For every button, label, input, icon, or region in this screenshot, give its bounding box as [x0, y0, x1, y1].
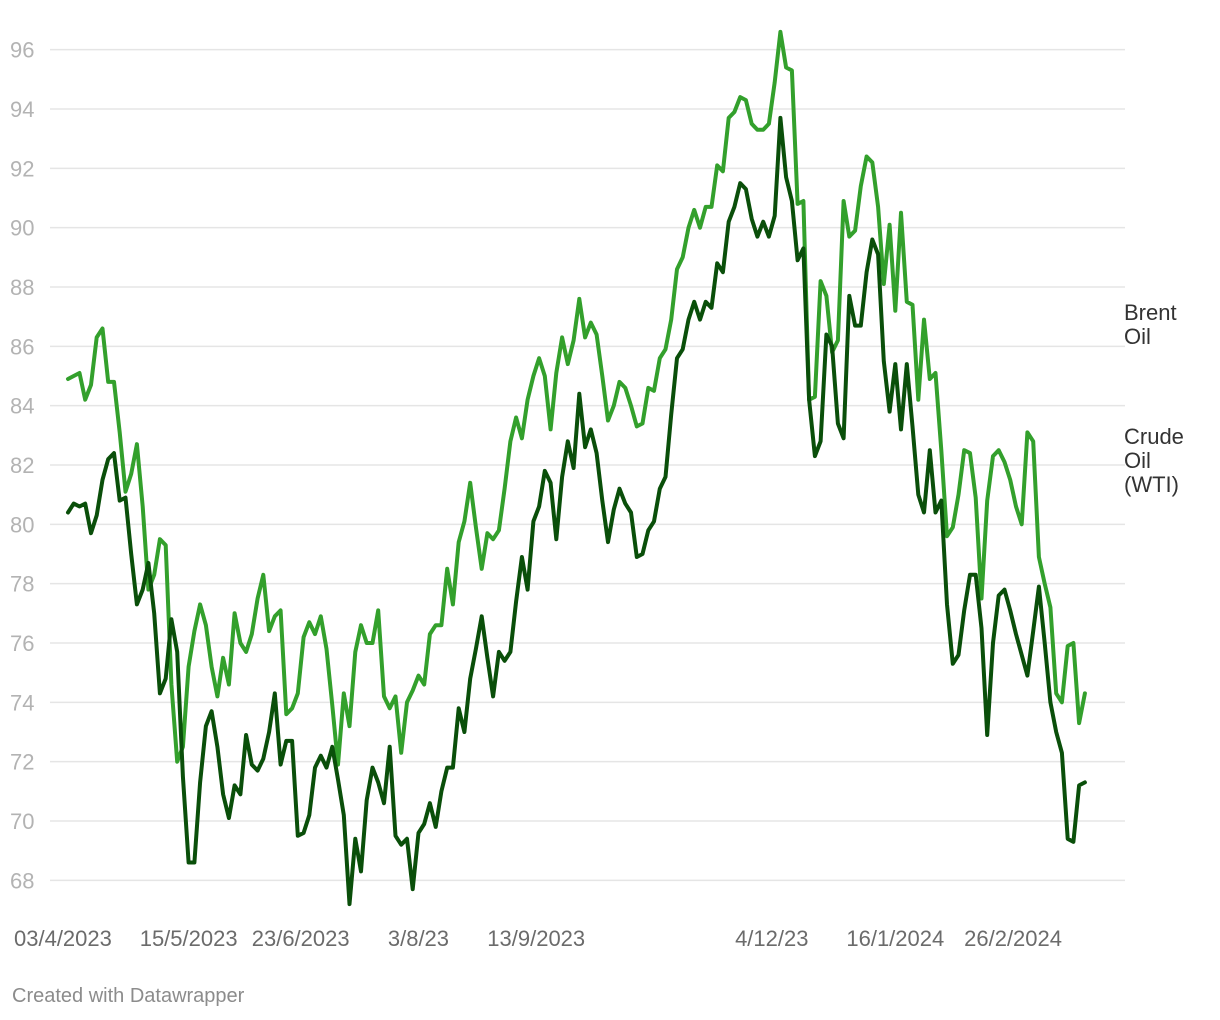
x-tick-label: 16/1/2024	[846, 926, 944, 951]
series-label-brent: Brent Oil	[1124, 300, 1177, 349]
x-tick-label: 3/8/23	[388, 926, 449, 951]
y-tick-label: 92	[10, 156, 34, 181]
y-tick-label: 86	[10, 334, 34, 359]
y-tick-label: 94	[10, 97, 34, 122]
series-line-brent	[66, 29, 1087, 767]
series-label-wti: Crude Oil (WTI)	[1124, 424, 1184, 497]
series-labels: Brent Oil Crude Oil (WTI)	[1124, 300, 1184, 497]
y-tick-label: 78	[10, 572, 34, 597]
grid	[50, 48, 1125, 882]
series	[66, 29, 1087, 907]
x-tick-label: 26/2/2024	[964, 926, 1062, 951]
y-tick-label: 80	[10, 512, 34, 537]
x-tick-label: 15/5/2023	[140, 926, 238, 951]
x-tick-label: 23/6/2023	[252, 926, 350, 951]
y-axis: 68 70 72 74 76 78 80 82 84 86 88 90 92 94 96	[10, 38, 34, 894]
y-tick-label: 84	[10, 394, 34, 419]
x-tick-label: 13/9/2023	[487, 926, 585, 951]
y-tick-label: 96	[10, 38, 34, 63]
y-tick-label: 74	[10, 690, 34, 715]
y-tick-label: 90	[10, 216, 34, 241]
credit-text: Created with Datawrapper	[12, 985, 245, 1007]
series-line-wti	[66, 115, 1087, 907]
y-tick-label: 76	[10, 631, 34, 656]
x-axis: 03/4/2023 15/5/2023 23/6/2023 3/8/23 13/9/20…	[14, 926, 1062, 951]
y-tick-label: 70	[10, 809, 34, 834]
y-tick-label: 88	[10, 275, 34, 300]
x-tick-label: 03/4/2023	[14, 926, 112, 951]
x-tick-label: 4/12/23	[735, 926, 808, 951]
y-tick-label: 68	[10, 868, 34, 893]
line-chart: 68 70 72 74 76 78 80 82 84 86 88 90 92 94 96 03/4/2023…	[10, 29, 1184, 951]
y-tick-label: 72	[10, 750, 34, 775]
y-tick-label: 82	[10, 453, 34, 478]
